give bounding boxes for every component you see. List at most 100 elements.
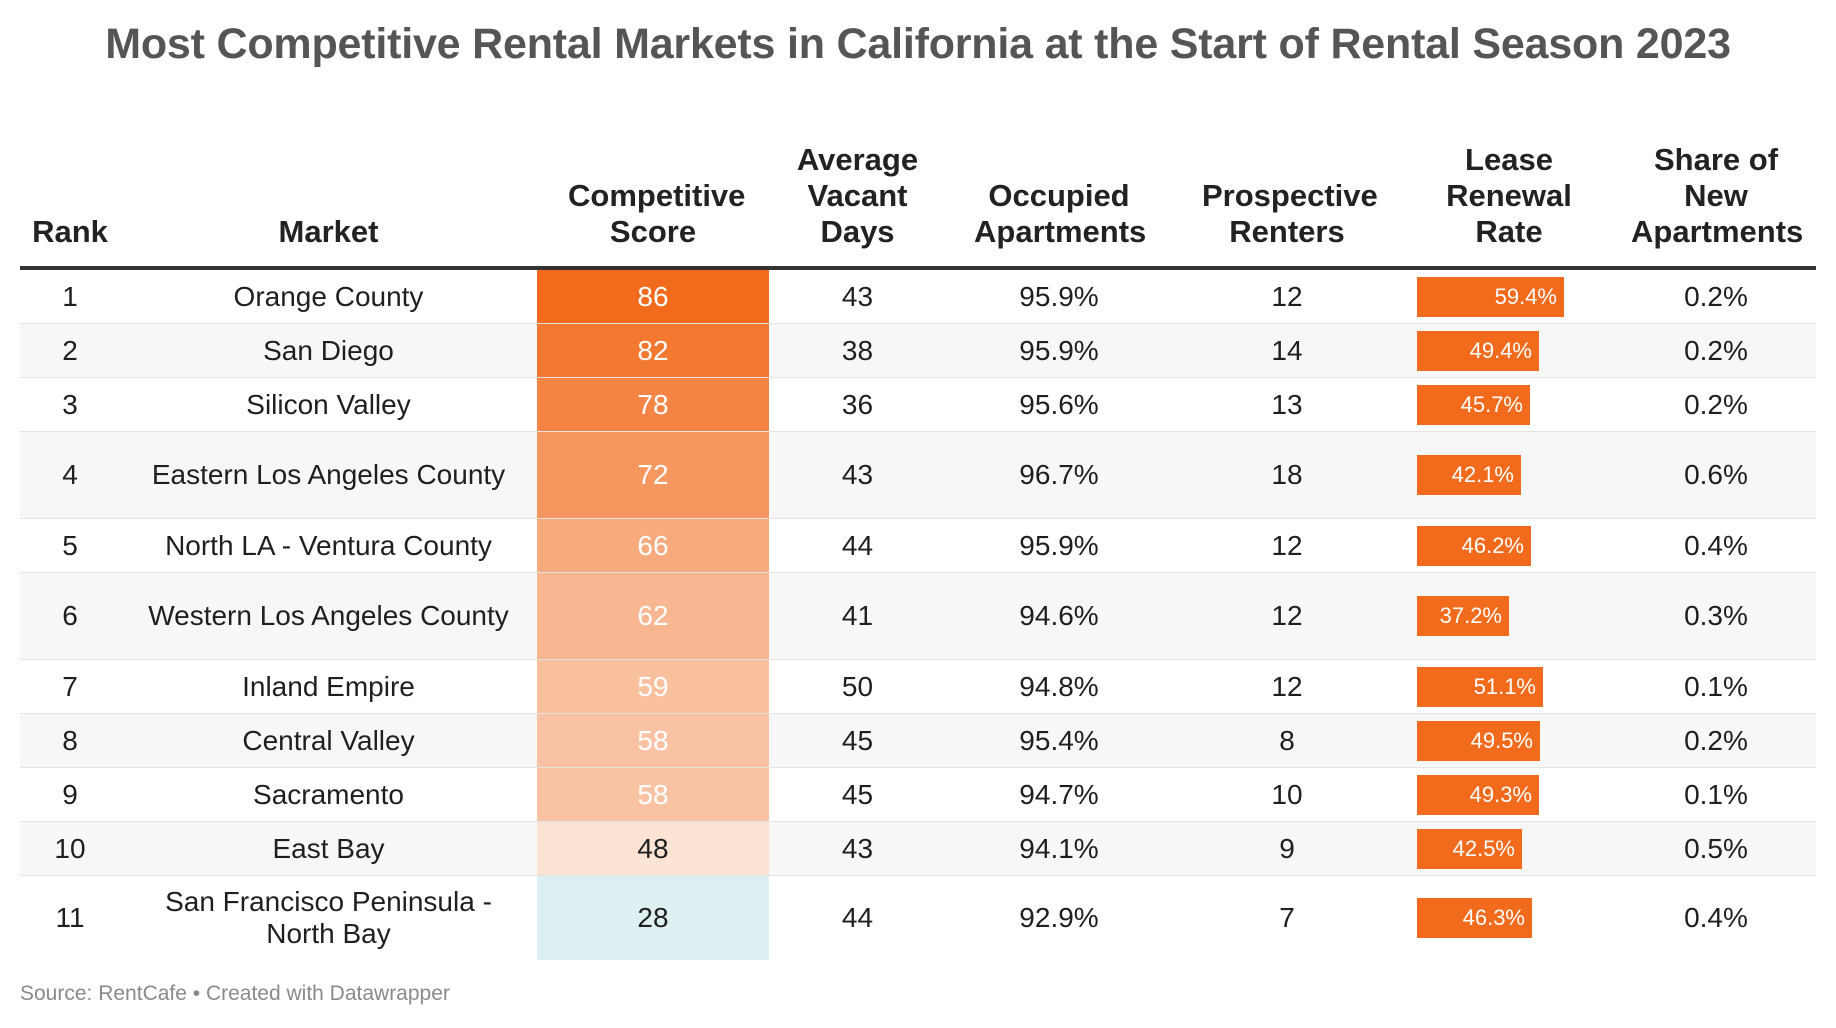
vacant-days-cell: 45 xyxy=(769,713,946,768)
market-cell: North LA - Ventura County xyxy=(120,518,537,573)
rank-cell: 7 xyxy=(20,659,120,714)
prospective-cell: 12 xyxy=(1172,518,1402,573)
prospective-cell: 18 xyxy=(1172,431,1402,519)
header-row: Rank Market Competitive Score Average Va… xyxy=(20,118,1816,270)
header-occupied-apartments[interactable]: Occupied Apartments xyxy=(946,118,1172,270)
table-row: 7 Inland Empire 59 50 94.8% 12 51.1% 0.1% xyxy=(20,659,1816,714)
market-cell: Inland Empire xyxy=(120,659,537,714)
header-lease-renewal-rate[interactable]: Lease Renewal Rate xyxy=(1402,118,1616,270)
header-share-of-new-apartments[interactable]: Share of New Apartments xyxy=(1616,118,1816,270)
share-cell: 0.3% xyxy=(1616,572,1816,660)
market-cell: Central Valley xyxy=(120,713,537,768)
score-cell: 62 xyxy=(537,572,769,660)
lease-cell: 45.7% xyxy=(1402,377,1616,432)
lease-cell: 49.4% xyxy=(1402,323,1616,378)
lease-cell: 42.1% xyxy=(1402,431,1616,519)
rank-cell: 9 xyxy=(20,767,120,822)
occupied-cell: 94.1% xyxy=(946,821,1172,876)
table-row: 10 East Bay 48 43 94.1% 9 42.5% 0.5% xyxy=(20,821,1816,876)
table-row: 4 Eastern Los Angeles County 72 43 96.7% 18 42… xyxy=(20,431,1816,519)
score-cell: 58 xyxy=(537,767,769,822)
occupied-cell: 95.4% xyxy=(946,713,1172,768)
market-cell: East Bay xyxy=(120,821,537,876)
prospective-cell: 10 xyxy=(1172,767,1402,822)
prospective-cell: 12 xyxy=(1172,659,1402,714)
header-prospective-renters[interactable]: Prospective Renters xyxy=(1172,118,1402,270)
occupied-cell: 95.6% xyxy=(946,377,1172,432)
share-cell: 0.2% xyxy=(1616,323,1816,378)
occupied-cell: 94.6% xyxy=(946,572,1172,660)
market-cell: Orange County xyxy=(120,268,537,324)
share-cell: 0.4% xyxy=(1616,518,1816,573)
vacant-days-cell: 41 xyxy=(769,572,946,660)
table-row: 1 Orange County 86 43 95.9% 12 59.4% 0.2% xyxy=(20,268,1816,324)
score-cell: 66 xyxy=(537,518,769,573)
header-average-vacant-days-label: Average Vacant Days xyxy=(796,142,919,249)
lease-renewal-bar: 46.2% xyxy=(1417,525,1531,566)
score-cell: 82 xyxy=(537,323,769,378)
lease-cell: 37.2% xyxy=(1402,572,1616,660)
score-cell: 86 xyxy=(537,268,769,324)
table-body: 1 Orange County 86 43 95.9% 12 59.4% 0.2% 2 San D… xyxy=(20,268,1816,960)
source-note: Source: RentCafe • Created with Datawrap… xyxy=(20,982,450,1005)
table-row: 5 North LA - Ventura County 66 44 95.9% 12 46.… xyxy=(20,518,1816,573)
score-cell: 72 xyxy=(537,431,769,519)
occupied-cell: 94.7% xyxy=(946,767,1172,822)
prospective-cell: 12 xyxy=(1172,268,1402,324)
market-cell: San Diego xyxy=(120,323,537,378)
rank-cell: 11 xyxy=(55,902,85,933)
share-cell: 0.2% xyxy=(1616,377,1816,432)
header-average-vacant-days[interactable]: Average Vacant Days xyxy=(769,118,946,270)
occupied-cell: 92.9% xyxy=(1019,902,1099,933)
table-row: 2 San Diego 82 38 95.9% 14 49.4% 0.2% xyxy=(20,323,1816,378)
market-cell: San Francisco Peninsula - North Bay xyxy=(165,886,492,949)
score-cell: 78 xyxy=(537,377,769,432)
rank-cell: 2 xyxy=(20,323,120,378)
occupied-cell: 94.8% xyxy=(946,659,1172,714)
share-cell: 0.2% xyxy=(1616,268,1816,324)
header-occupied-apartments-label: Occupied Apartments xyxy=(974,178,1147,249)
lease-renewal-bar: 59.4% xyxy=(1417,276,1564,317)
occupied-cell: 95.9% xyxy=(946,323,1172,378)
rank-cell: 4 xyxy=(20,431,120,519)
lease-renewal-bar: 49.3% xyxy=(1417,774,1539,815)
share-cell: 0.4% xyxy=(1684,902,1748,933)
share-cell: 0.6% xyxy=(1616,431,1816,519)
prospective-cell: 13 xyxy=(1172,377,1402,432)
vacant-days-cell: 38 xyxy=(769,323,946,378)
lease-renewal-bar: 46.3% xyxy=(1417,898,1532,938)
header-lease-renewal-rate-label: Lease Renewal Rate xyxy=(1446,142,1572,249)
vacant-days-cell: 44 xyxy=(769,518,946,573)
prospective-cell: 14 xyxy=(1172,323,1402,378)
header-prospective-renters-label: Prospective Renters xyxy=(1202,178,1378,249)
prospective-cell: 12 xyxy=(1172,572,1402,660)
rank-cell: 10 xyxy=(20,821,120,876)
market-cell: Western Los Angeles County xyxy=(120,572,537,660)
prospective-cell: 9 xyxy=(1172,821,1402,876)
lease-cell: 46.3% xyxy=(1402,876,1616,961)
header-rank[interactable]: Rank xyxy=(20,118,120,270)
header-market[interactable]: Market xyxy=(120,118,537,270)
header-share-of-new-apartments-label: Share of New Apartments xyxy=(1631,142,1804,249)
occupied-cell: 95.9% xyxy=(946,518,1172,573)
score-cell: 58 xyxy=(537,713,769,768)
rank-cell: 3 xyxy=(20,377,120,432)
header-competitive-score[interactable]: Competitive Score xyxy=(537,118,769,270)
lease-cell: 49.3% xyxy=(1402,767,1616,822)
rank-cell: 8 xyxy=(20,713,120,768)
lease-cell: 51.1% xyxy=(1402,659,1616,714)
chart-title: Most Competitive Rental Markets in Calif… xyxy=(105,20,1731,68)
occupied-cell: 95.9% xyxy=(946,268,1172,324)
share-cell: 0.5% xyxy=(1616,821,1816,876)
lease-cell: 46.2% xyxy=(1402,518,1616,573)
rank-cell: 5 xyxy=(20,518,120,573)
share-cell: 0.2% xyxy=(1616,713,1816,768)
score-cell: 59 xyxy=(537,659,769,714)
rank-cell: 1 xyxy=(20,268,120,324)
table-row: 6 Western Los Angeles County 62 41 94.6% 12 37… xyxy=(20,572,1816,660)
lease-cell: 59.4% xyxy=(1402,268,1616,324)
vacant-days-cell: 43 xyxy=(769,431,946,519)
vacant-days-cell: 43 xyxy=(769,268,946,324)
lease-renewal-bar: 42.5% xyxy=(1417,828,1522,869)
table-row: 9 Sacramento 58 45 94.7% 10 49.3% 0.1% xyxy=(20,767,1816,822)
